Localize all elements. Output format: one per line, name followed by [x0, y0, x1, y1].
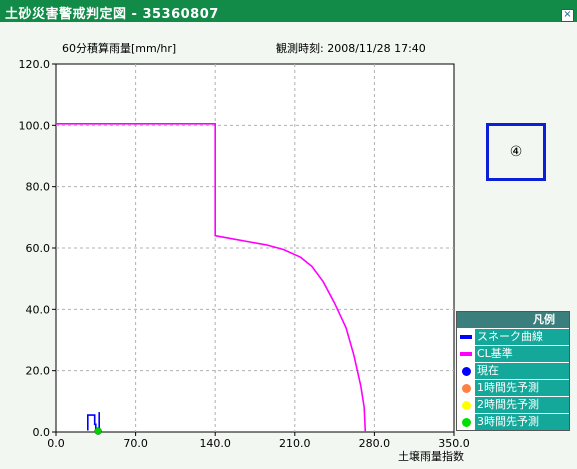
legend-item: 1時間先予測 [457, 379, 569, 396]
x-tick-label: 0.0 [47, 437, 65, 450]
y-tick-label: 0.0 [33, 426, 51, 439]
current-point [94, 427, 102, 435]
legend-dot-icon [457, 414, 475, 430]
legend-item: 現在 [457, 362, 569, 379]
legend-label: CL基準 [475, 346, 569, 362]
legend-label: 3時間先予測 [475, 414, 569, 430]
y-tick-label: 80.0 [26, 181, 51, 194]
y-tick-label: 60.0 [26, 242, 51, 255]
legend-title: 凡例 [457, 312, 569, 328]
legend-label: 1時間先予測 [475, 380, 569, 396]
x-tick-label: 140.0 [199, 437, 231, 450]
legend-item: CL基準 [457, 345, 569, 362]
legend-item: 3時間先予測 [457, 413, 569, 430]
x-tick-label: 70.0 [123, 437, 148, 450]
cl-line [56, 123, 367, 433]
legend-label: 現在 [475, 363, 569, 379]
y-tick-label: 40.0 [26, 303, 51, 316]
title-bar[interactable]: 土砂災害警戒判定図 - 35360807 [0, 0, 577, 22]
legend-label: 2時間先予測 [475, 397, 569, 413]
legend-label: スネーク曲線 [475, 329, 569, 345]
y-axis-label: 60分積算雨量[mm/hr] [62, 42, 177, 55]
x-tick-label: 350.0 [438, 437, 470, 450]
x-tick-label: 210.0 [279, 437, 311, 450]
x-axis-label: 土壌雨量指数 [398, 450, 464, 463]
legend-item: 2時間先予測 [457, 396, 569, 413]
window-title: 土砂災害警戒判定図 - 35360807 [5, 7, 219, 22]
legend-line-icon [457, 346, 475, 362]
x-tick-label: 280.0 [359, 437, 391, 450]
marker-label: ④ [509, 144, 523, 160]
close-button[interactable]: × [561, 9, 574, 22]
marker-box: ④ [486, 123, 546, 181]
y-tick-label: 20.0 [26, 365, 51, 378]
legend-dot-icon [457, 380, 475, 396]
legend-dot-icon [457, 397, 475, 413]
legend-dot-icon [457, 363, 475, 379]
y-tick-label: 120.0 [19, 58, 51, 71]
legend: 凡例 スネーク曲線 CL基準 現在 1時間先予測 2時間先予測 3時間先予測 [456, 311, 570, 431]
observation-time: 観測時刻: 2008/11/28 17:40 [276, 42, 426, 55]
legend-item: スネーク曲線 [457, 328, 569, 345]
y-tick-label: 100.0 [19, 119, 51, 132]
legend-line-icon [457, 329, 475, 345]
